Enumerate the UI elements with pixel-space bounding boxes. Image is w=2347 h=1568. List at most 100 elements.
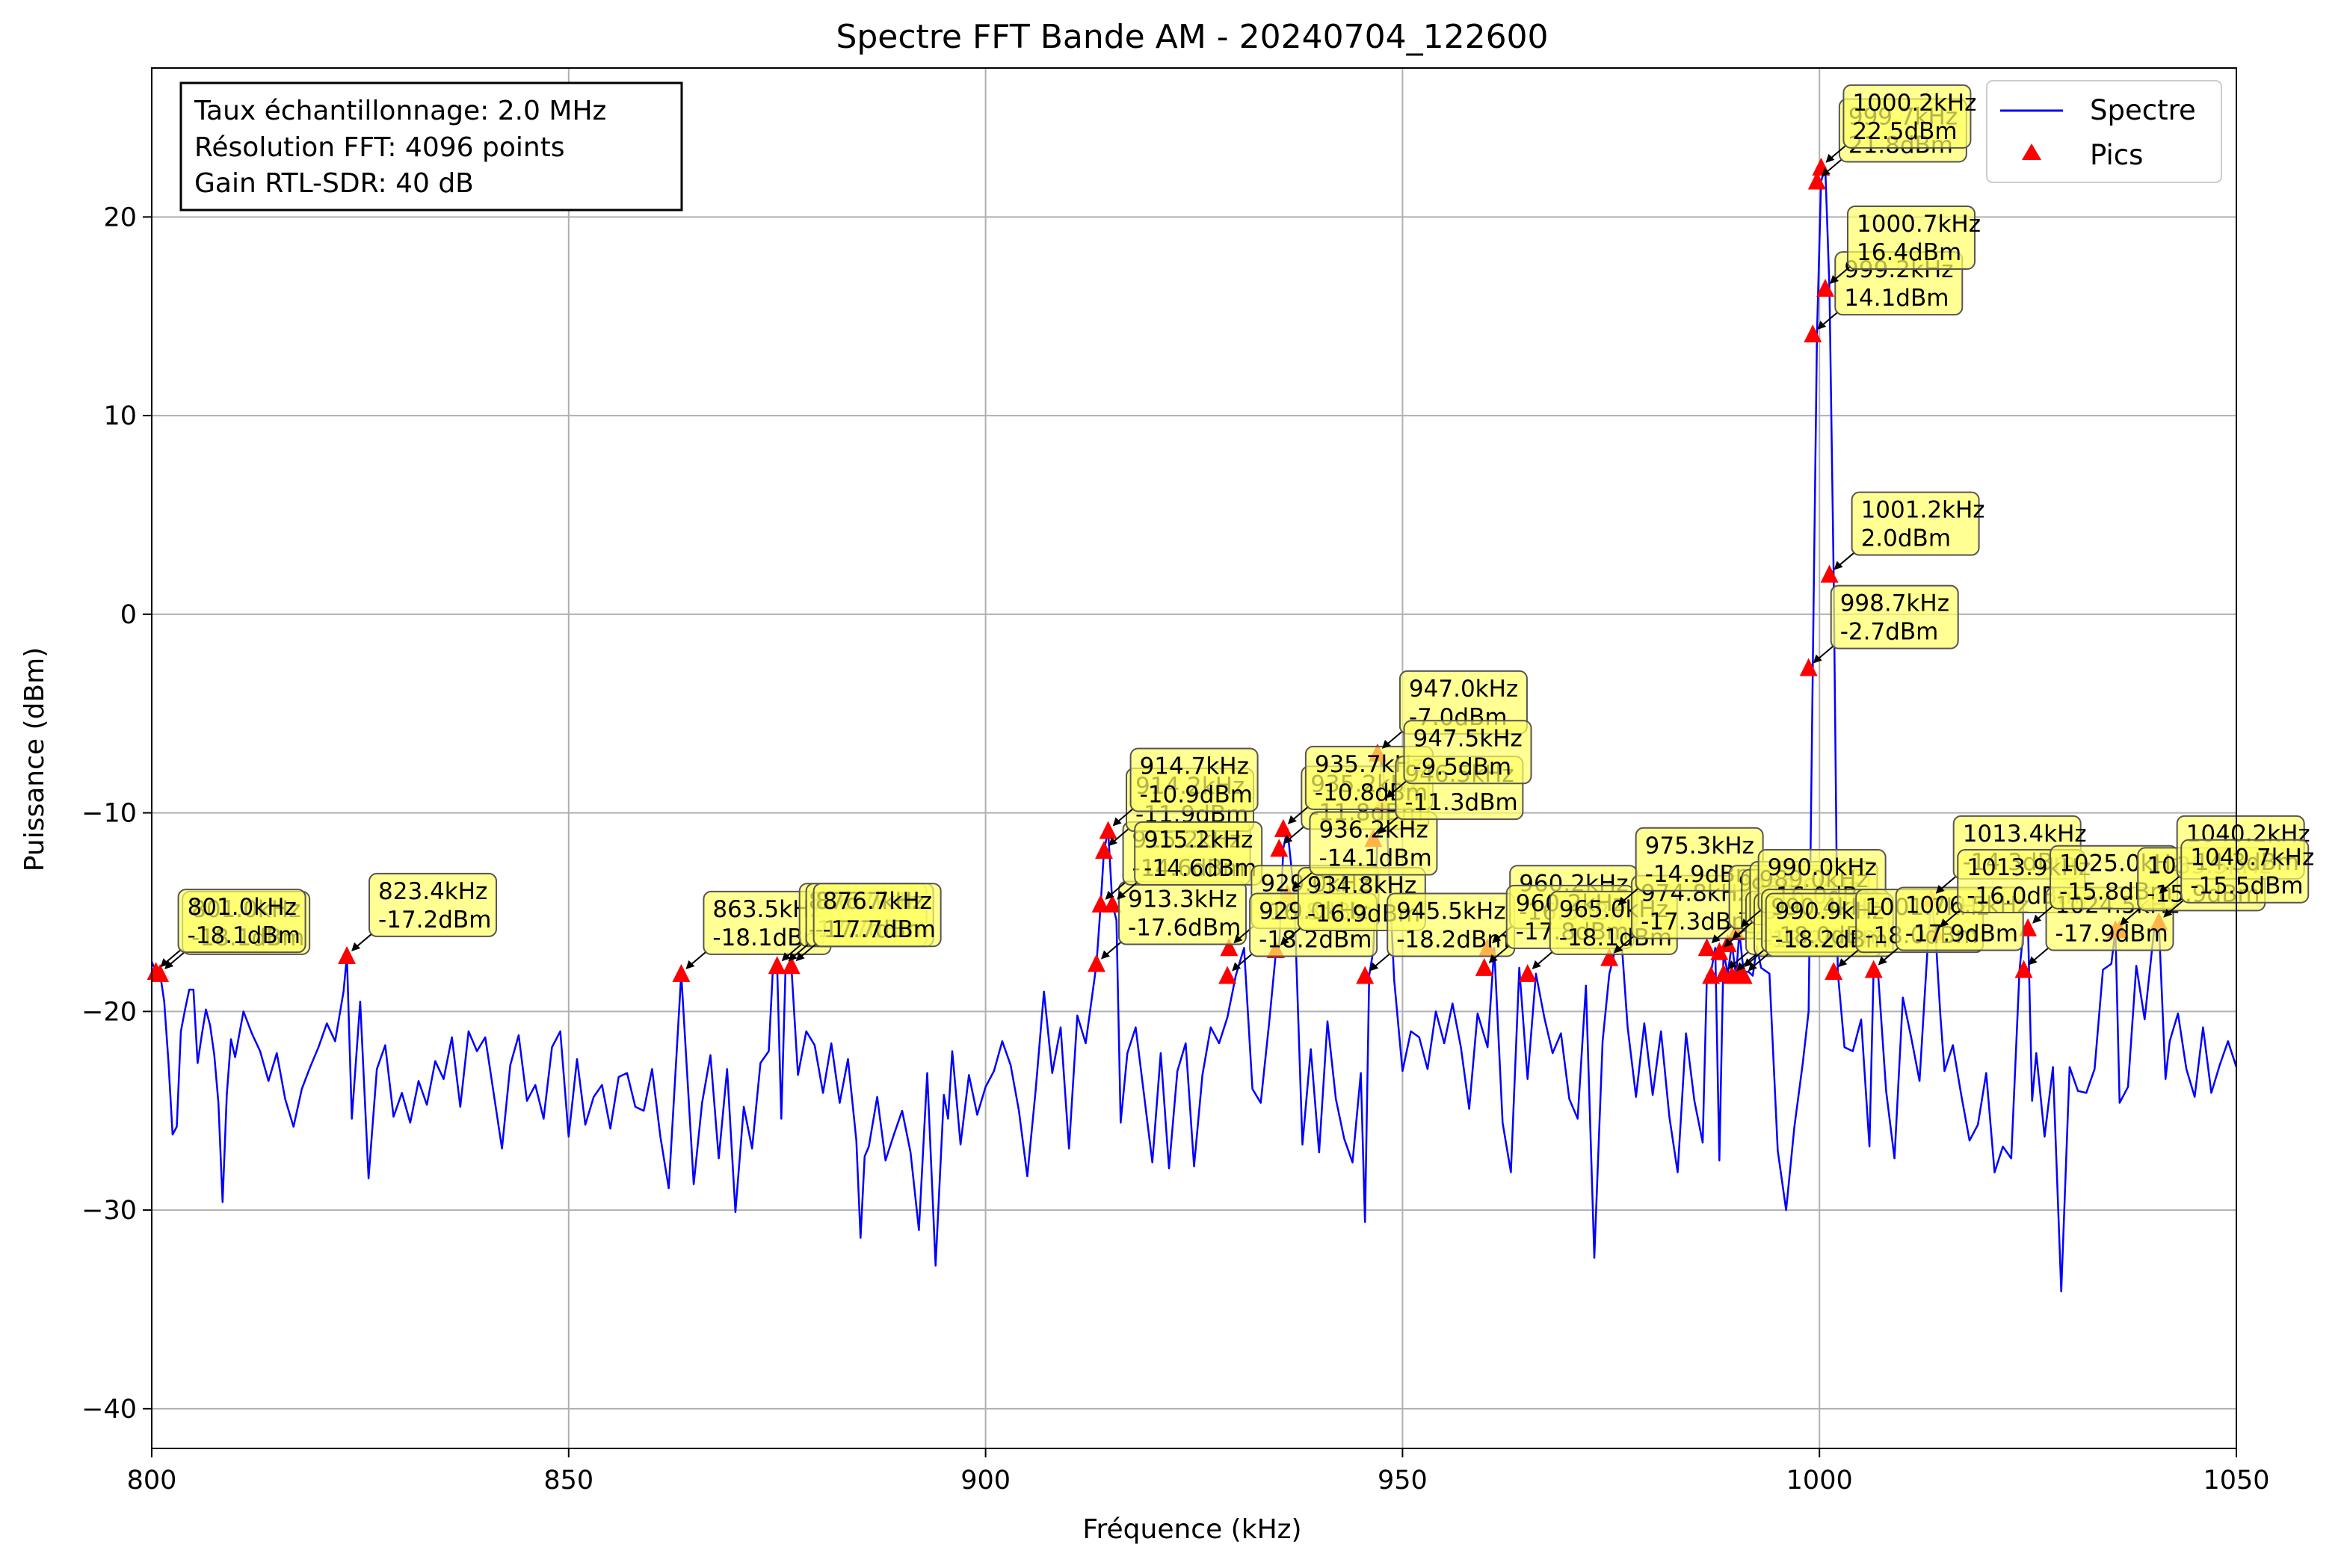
annotation-arrowhead (1940, 919, 1949, 928)
peak-annotation: 947.5kHz-9.5dBm (1386, 720, 1532, 799)
peak-marker (338, 945, 357, 964)
legend-spectrum-label: Spectre (2090, 94, 2196, 126)
annotation-frequency: 1013.4kHz (1963, 821, 2087, 848)
annotation-box (2180, 839, 2310, 904)
annotation-layer: 801.0kHz-18.1dBm801.0kHz-18.1dBm 823.4kHz… (160, 84, 2314, 972)
peak-marker (1600, 948, 1619, 966)
annotation-power: 22.5dBm (1852, 118, 1957, 145)
chart-title: Spectre FFT Bande AM - 20240704_122600 (836, 18, 1548, 56)
annotation-power: -14.1dBm (1319, 845, 1431, 872)
annotation-arrowhead (1740, 919, 1750, 928)
peak-annotation: 914.7kHz-10.9dBm (1112, 747, 1259, 827)
annotation-arrowhead (351, 942, 361, 951)
legend: Spectre Pics (1986, 80, 2222, 183)
peak-marker (1702, 966, 1721, 984)
annotation-arrowhead (1283, 835, 1293, 845)
annotation-frequency: 1000.2kHz (1852, 90, 1976, 117)
x-tick-label: 800 (127, 1466, 177, 1496)
peak-annotation: 936.2kHz-14.1dBm (1292, 811, 1438, 890)
peak-annotation: 1040.7kHz-15.5dBm (2163, 839, 2314, 918)
peak-marker (1518, 963, 1537, 982)
annotation-arrowhead (1287, 815, 1297, 824)
annotation-frequency: 945.5kHz (1396, 898, 1505, 925)
peak-marker (1091, 894, 1110, 913)
annotation-arrowhead (1108, 837, 1118, 847)
info-box-frame (179, 81, 683, 212)
annotation-arrowhead (1105, 890, 1114, 900)
annotation-frequency: 914.7kHz (1140, 753, 1249, 780)
annotation-power: -14.6dBm (1144, 855, 1256, 882)
annotation-power: -17.9dBm (2055, 921, 2168, 948)
annotation-arrowhead (1821, 167, 1831, 177)
peak-marker (1220, 938, 1239, 957)
annotation-frequency: 1000.7kHz (1857, 211, 1981, 238)
peak-marker (1804, 324, 1822, 343)
annotation-arrowhead (1817, 321, 1827, 330)
annotation-arrowhead (1711, 934, 1721, 944)
annotation-power: -15.5dBm (2190, 873, 2303, 900)
annotation-power: -17.9dBm (1905, 921, 2018, 948)
peak-marker (1816, 278, 1835, 297)
annotation-arrowhead (1813, 654, 1822, 664)
annotation-arrowhead (1838, 958, 1848, 968)
annotation-arrowhead (1724, 938, 1733, 948)
peak-annotation: 823.4kHz-17.2dBm (351, 872, 498, 951)
y-tick-label: 0 (120, 600, 137, 630)
annotation-arrowhead (788, 952, 798, 962)
annotation-arrowhead (1292, 880, 1301, 890)
peak-marker (1799, 658, 1818, 676)
annotation-arrowhead (1100, 950, 1110, 960)
x-tick-label: 950 (1378, 1466, 1428, 1496)
legend-peaks-label: Pics (2090, 139, 2143, 171)
y-tick-label: −20 (81, 997, 137, 1027)
peak-marker (1103, 894, 1122, 913)
peak-marker (1825, 962, 1843, 981)
annotation-arrowhead (1834, 561, 1843, 570)
peak-marker (1095, 841, 1114, 859)
annotation-power: -9.5dBm (1413, 753, 1512, 780)
peak-annotation: 876.7kHz-17.7dBm (795, 883, 942, 962)
annotation-frequency: 823.4kHz (378, 878, 487, 905)
annotation-arrowhead (1280, 936, 1289, 945)
annotation-power: -17.6dBm (1128, 915, 1241, 942)
peak-marker (1475, 957, 1493, 976)
annotation-arrowhead (2028, 956, 2038, 966)
annotation-box (1842, 84, 1972, 149)
info-fft-resolution: Résolution FFT: 4096 points (194, 132, 565, 163)
annotation-box (1134, 821, 1263, 886)
annotation-frequency: 1001.2kHz (1861, 497, 1985, 524)
peak-marker (768, 956, 786, 975)
annotation-box (368, 872, 498, 937)
annotation-power: -10.9dBm (1140, 782, 1253, 809)
annotation-frequency: 947.5kHz (1413, 725, 1523, 752)
annotation-arrowhead (1233, 934, 1243, 944)
peak-annotation: 945.5kHz-18.2dBm (1369, 892, 1516, 972)
annotation-box (1403, 720, 1532, 785)
annotation-arrowhead (2120, 916, 2129, 926)
annotation-box (1851, 491, 1980, 556)
legend-frame (1986, 80, 2222, 183)
annotation-arrowhead (2159, 884, 2168, 894)
peak-marker (1087, 954, 1105, 972)
y-tick-label: −30 (81, 1196, 137, 1226)
annotation-arrowhead (1935, 884, 1945, 894)
info-box: Taux échantillonnage: 2.0 MHz Résolution… (179, 81, 683, 212)
peak-marker (1356, 966, 1375, 984)
y-tick-label: −10 (81, 799, 137, 829)
annotation-arrowhead (1727, 960, 1737, 969)
annotation-power: -11.3dBm (1404, 789, 1517, 816)
annotation-frequency: 990.0kHz (1768, 854, 1877, 881)
y-axis: −40 −30 −20 −10 0 10 20 (81, 203, 152, 1425)
annotation-arrowhead (1614, 944, 1623, 954)
annotation-arrowhead (1825, 153, 1835, 163)
info-sample-rate: Taux échantillonnage: 2.0 MHz (194, 96, 606, 126)
annotation-arrowhead (1232, 962, 1242, 972)
annotation-arrowhead (1492, 934, 1502, 944)
x-tick-label: 1050 (2203, 1466, 2269, 1496)
peak-marker (672, 963, 691, 982)
spectrum-line (150, 166, 2238, 1293)
annotation-arrowhead (1532, 960, 1541, 969)
annotation-arrowhead (1617, 896, 1627, 906)
